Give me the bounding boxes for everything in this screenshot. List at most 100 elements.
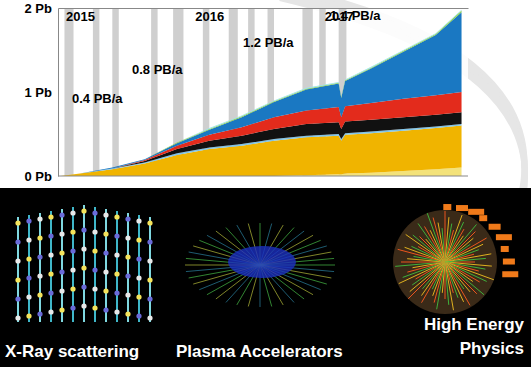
detector-point <box>48 290 53 295</box>
plasma-core <box>228 246 296 278</box>
calorimeter-tower <box>479 215 487 221</box>
detector-point <box>37 216 42 221</box>
detector-point <box>26 275 31 280</box>
detector-point <box>147 277 152 282</box>
track <box>395 262 445 266</box>
detector-point <box>70 210 75 215</box>
detector-point <box>92 305 97 310</box>
detector-point <box>147 239 152 244</box>
x-axis-line <box>59 8 469 9</box>
track <box>445 254 491 262</box>
detector-point <box>15 277 20 282</box>
calorimeter-tower <box>456 205 468 211</box>
detector-point <box>59 250 64 255</box>
detector-point <box>15 239 20 244</box>
track <box>445 262 449 305</box>
caption: High EnergyPhysics <box>424 315 525 358</box>
detector-rod <box>50 211 52 322</box>
track <box>438 223 445 262</box>
detector-point <box>59 288 64 293</box>
detector-point <box>26 237 31 242</box>
xray-picture <box>15 205 152 322</box>
detector-point <box>136 275 141 280</box>
detector-rod <box>138 215 140 322</box>
plot-frame <box>58 176 468 177</box>
plasma-picture <box>185 223 335 307</box>
x-tick: 2015 <box>66 8 95 24</box>
y-tick: 2 Pb <box>25 1 58 16</box>
detector-point <box>81 303 86 308</box>
detector-point <box>147 220 152 225</box>
track <box>445 262 454 310</box>
detector-point <box>15 315 20 320</box>
series-area <box>61 92 462 176</box>
detector-point <box>103 212 108 217</box>
detector-point <box>92 267 97 272</box>
shaded-period <box>151 8 157 176</box>
image-panel: X-Ray scattering Plasma Accelerators High … <box>0 188 531 367</box>
detector-rod <box>39 213 41 322</box>
detector-point <box>136 218 141 223</box>
detector-point <box>37 254 42 259</box>
detector-point <box>70 286 75 291</box>
detector-point <box>37 235 42 240</box>
x-tick-label: 2015 <box>66 9 95 24</box>
detector-point <box>37 292 42 297</box>
detector-point <box>103 307 108 312</box>
detector-point <box>114 252 119 257</box>
detector-point <box>70 305 75 310</box>
series-area <box>61 11 462 176</box>
detector-point <box>92 229 97 234</box>
detector-point <box>15 258 20 263</box>
y-tick-label: 0 Pb <box>25 169 53 184</box>
detector-point <box>125 254 130 259</box>
event-disc <box>393 210 497 314</box>
detector-point <box>103 231 108 236</box>
caption: X-Ray scattering <box>5 342 139 361</box>
detector-point <box>70 248 75 253</box>
detector-point <box>81 246 86 251</box>
track <box>427 213 445 262</box>
detector-point <box>125 235 130 240</box>
calorimeter-tower <box>501 246 509 252</box>
detector-point <box>81 284 86 289</box>
detector-point <box>59 307 64 312</box>
calorimeter-tower <box>489 224 501 230</box>
detector-point <box>70 267 75 272</box>
x-tick-label: 2016 <box>195 9 224 24</box>
detector-point <box>125 292 130 297</box>
detector-point <box>48 252 53 257</box>
detector-point <box>15 296 20 301</box>
detector-point <box>26 313 31 318</box>
track <box>412 262 445 285</box>
caption: Plasma Accelerators <box>176 342 343 361</box>
detector-rod <box>61 209 63 322</box>
detector-point <box>114 214 119 219</box>
detector-point <box>26 256 31 261</box>
detector-rod <box>149 217 151 322</box>
detector-rod <box>28 215 30 322</box>
detector-point <box>81 208 86 213</box>
annotation: 1.4 PB/a <box>330 8 381 23</box>
track <box>445 258 486 262</box>
calorimeter-tower <box>502 271 518 277</box>
plot-area <box>61 8 462 176</box>
detector-point <box>48 271 53 276</box>
detector-point <box>136 294 141 299</box>
track <box>445 238 473 262</box>
detector-point <box>103 269 108 274</box>
detector-point <box>15 220 20 225</box>
annotation: 0.8 PB/a <box>132 62 183 77</box>
track <box>418 223 445 262</box>
track <box>408 262 445 299</box>
annotation: 1.2 PB/a <box>243 35 294 50</box>
detector-point <box>92 286 97 291</box>
detector-point <box>92 248 97 253</box>
x-axis: 201520162017 <box>59 8 469 24</box>
figure: 0 Pb1 Pb2 Pb2015201620170.4 PB/a0.8 PB/a… <box>0 0 531 367</box>
detector-rod <box>94 207 96 322</box>
calorimeter-tower <box>443 204 451 210</box>
hep-picture <box>393 204 518 314</box>
detector-point <box>147 258 152 263</box>
detector-point <box>70 229 75 234</box>
